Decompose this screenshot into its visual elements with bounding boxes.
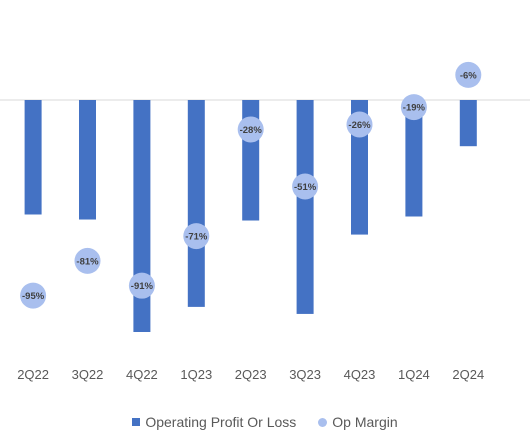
legend-bar-swatch bbox=[132, 418, 141, 426]
margin-point-1Q24 bbox=[400, 94, 427, 121]
margin-label-4Q23: -26% bbox=[348, 120, 371, 131]
margin-label-2Q23: -28% bbox=[240, 125, 263, 136]
x-tick-1Q24: 1Q24 bbox=[398, 367, 430, 382]
chart-canvas: 1Q222Q223Q224Q221Q232Q233Q234Q231Q242Q24… bbox=[0, 61, 530, 382]
legend-dot-swatch bbox=[318, 417, 328, 427]
margin-label-2Q22: -95% bbox=[22, 291, 45, 302]
margin-label-1Q23: -71% bbox=[185, 232, 208, 243]
margin-label-4Q22: -91% bbox=[131, 281, 154, 292]
bar-3Q23 bbox=[296, 100, 314, 314]
margin-point-2Q22 bbox=[20, 282, 47, 309]
bar-3Q22 bbox=[79, 100, 96, 220]
chart-legend: Operating Profit Or Loss Op Margin bbox=[0, 412, 530, 432]
bar-2Q22 bbox=[24, 100, 42, 215]
x-tick-3Q23: 3Q23 bbox=[289, 367, 321, 382]
margin-label-1Q24: -19% bbox=[403, 103, 426, 114]
legend-item-operating-profit: Operating Profit Or Loss bbox=[132, 414, 296, 430]
bar-1Q23 bbox=[187, 100, 205, 307]
margin-point-2Q23 bbox=[237, 116, 264, 143]
x-tick-2Q23: 2Q23 bbox=[235, 367, 267, 382]
margin-point-2Q24 bbox=[455, 61, 482, 88]
x-tick-3Q22: 3Q22 bbox=[72, 367, 104, 382]
margin-point-1Q23 bbox=[183, 223, 210, 250]
x-tick-4Q22: 4Q22 bbox=[126, 367, 158, 382]
legend-label-operating-profit: Operating Profit Or Loss bbox=[145, 414, 297, 430]
margin-label-3Q22: -81% bbox=[76, 256, 99, 267]
x-tick-4Q23: 4Q23 bbox=[344, 367, 376, 382]
legend-item-op-margin: Op Margin bbox=[318, 414, 398, 430]
margin-point-4Q22 bbox=[128, 272, 155, 299]
margin-label-2Q24: -6% bbox=[460, 70, 477, 81]
legend-label-op-margin: Op Margin bbox=[332, 414, 398, 430]
bar-1Q24 bbox=[405, 100, 423, 217]
margin-point-3Q23 bbox=[292, 173, 319, 200]
margin-point-4Q23 bbox=[346, 111, 373, 138]
bar-2Q24 bbox=[459, 100, 477, 147]
margin-point-3Q22 bbox=[74, 247, 101, 274]
margin-label-3Q23: -51% bbox=[294, 182, 317, 193]
x-tick-1Q23: 1Q23 bbox=[180, 367, 212, 382]
x-tick-2Q24: 2Q24 bbox=[452, 367, 484, 382]
x-tick-2Q22: 2Q22 bbox=[17, 367, 49, 382]
